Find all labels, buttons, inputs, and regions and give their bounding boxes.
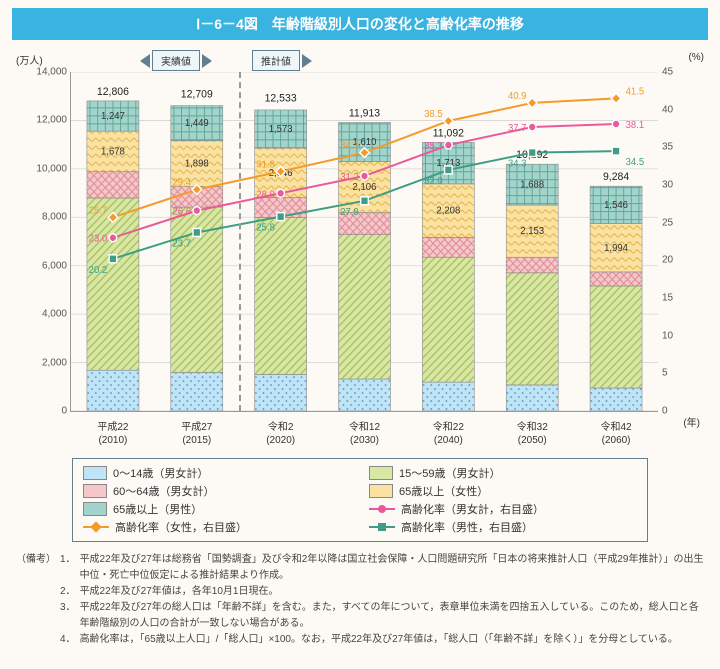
divider-line — [239, 72, 241, 411]
right-tick: 15 — [662, 293, 673, 304]
svg-text:11,913: 11,913 — [349, 107, 380, 119]
svg-text:1,994: 1,994 — [604, 243, 628, 254]
legend-item: 65歳以上（男性） — [83, 501, 351, 517]
x-category: 令和2(2020) — [241, 421, 321, 447]
tag-actual: 実績値 — [140, 50, 212, 71]
right-tick: 35 — [662, 142, 673, 153]
note-row: 2．平成22年及び27年値は，各年10月1日現在。 — [16, 584, 704, 600]
svg-text:1,247: 1,247 — [101, 111, 125, 122]
legend-label: 0～14歳（男女計） — [113, 465, 208, 481]
legend-item: 15～59歳（男女計） — [369, 465, 637, 481]
svg-text:2,208: 2,208 — [436, 205, 460, 216]
x-category: 令和42(2060) — [576, 421, 656, 447]
right-tick: 45 — [662, 67, 673, 78]
chart-svg: 12,80612,70912,53311,91311,09210,1929,28… — [71, 72, 658, 411]
svg-text:40.9: 40.9 — [508, 91, 527, 102]
svg-text:34.3: 34.3 — [508, 158, 527, 169]
legend-item: 0～14歳（男女計） — [83, 465, 351, 481]
svg-text:2,153: 2,153 — [520, 226, 544, 237]
svg-text:31.8: 31.8 — [256, 159, 275, 170]
svg-text:41.5: 41.5 — [626, 86, 645, 97]
svg-text:23.0: 23.0 — [89, 234, 108, 245]
left-tick: 2,000 — [42, 357, 67, 368]
x-category: 令和22(2040) — [408, 421, 488, 447]
left-tick: 14,000 — [36, 67, 67, 78]
left-tick: 6,000 — [42, 260, 67, 271]
svg-text:25.7: 25.7 — [89, 205, 108, 216]
legend-item: 高齢化率（女性，右目盛） — [83, 519, 351, 535]
right-tick: 0 — [662, 406, 668, 417]
svg-text:1,573: 1,573 — [269, 124, 293, 135]
legend-label: 60～64歳（男女計） — [113, 483, 214, 499]
svg-text:9,284: 9,284 — [603, 171, 629, 183]
svg-text:29.4: 29.4 — [173, 177, 192, 188]
legend: 0～14歳（男女計） 15～59歳（男女計） 60～64歳（男女計） 65歳以上（女性… — [72, 458, 648, 542]
legend-item: 65歳以上（女性） — [369, 483, 637, 499]
svg-text:12,533: 12,533 — [265, 92, 297, 104]
right-tick: 10 — [662, 330, 673, 341]
x-category: 令和32(2050) — [492, 421, 572, 447]
svg-text:31.2: 31.2 — [340, 172, 359, 183]
svg-text:23.7: 23.7 — [173, 238, 192, 249]
note-row: 3．平成22年及び27年の総人口は「年齢不詳」を含む。また，すべての年について，… — [16, 600, 704, 632]
svg-text:12,709: 12,709 — [181, 88, 213, 100]
legend-item: 高齢化率（男女計，右目盛） — [369, 501, 637, 517]
legend-label: 高齢化率（男女計，右目盛） — [401, 501, 544, 517]
chart-title: Ⅰ－6－4図 年齢階級別人口の変化と高齢化率の推移 — [12, 8, 708, 40]
svg-text:1,546: 1,546 — [604, 200, 628, 211]
notes: （備考）1．平成22年及び27年は総務省「国勢調査」及び令和2年以降は国立社会保… — [12, 552, 708, 656]
svg-text:28.9: 28.9 — [256, 189, 275, 200]
legend-label: 15～59歳（男女計） — [399, 465, 500, 481]
right-tick: 25 — [662, 217, 673, 228]
x-category: 平成27(2015) — [157, 421, 237, 447]
legend-label: 65歳以上（男性） — [113, 501, 202, 517]
x-category: 令和12(2030) — [325, 421, 405, 447]
right-tick: 30 — [662, 180, 673, 191]
plot: 12,80612,70912,53311,91311,09210,1929,28… — [70, 72, 658, 412]
left-tick: 8,000 — [42, 212, 67, 223]
x-category: 平成22(2010) — [73, 421, 153, 447]
svg-text:38.5: 38.5 — [424, 109, 443, 120]
left-axis-unit: (万人) — [16, 52, 43, 67]
svg-text:35.3: 35.3 — [424, 141, 443, 152]
svg-text:34.5: 34.5 — [626, 157, 645, 168]
right-tick: 5 — [662, 368, 668, 379]
left-tick: 10,000 — [36, 163, 67, 174]
legend-label: 高齢化率（女性，右目盛） — [115, 519, 247, 535]
svg-text:34.3: 34.3 — [340, 140, 359, 151]
svg-text:1,898: 1,898 — [185, 159, 209, 170]
legend-label: 高齢化率（男性，右目盛） — [401, 519, 533, 535]
left-tick: 0 — [61, 406, 67, 417]
svg-text:1,688: 1,688 — [520, 179, 544, 190]
svg-text:20.2: 20.2 — [89, 265, 108, 276]
left-tick: 4,000 — [42, 309, 67, 320]
svg-text:1,678: 1,678 — [101, 146, 125, 157]
left-tick: 12,000 — [36, 115, 67, 126]
right-tick: 40 — [662, 104, 673, 115]
svg-text:11,092: 11,092 — [433, 127, 464, 139]
svg-text:38.1: 38.1 — [626, 120, 645, 131]
note-row: （備考）1．平成22年及び27年は総務省「国勢調査」及び令和2年以降は国立社会保… — [16, 552, 704, 584]
tag-forecast: 推計値 — [252, 50, 312, 71]
svg-text:1,449: 1,449 — [185, 118, 209, 129]
figure: Ⅰ－6－4図 年齢階級別人口の変化と高齢化率の推移 (万人) (%) 実績値 推… — [0, 0, 720, 660]
svg-text:26.6: 26.6 — [173, 206, 192, 217]
note-row: 4．高齢化率は，「65歳以上人口」/「総人口」×100。なお，平成22年及び27… — [16, 632, 704, 648]
legend-item: 60～64歳（男女計） — [83, 483, 351, 499]
svg-text:12,806: 12,806 — [97, 86, 129, 98]
chart-area: (万人) (%) 実績値 推計値 12,80612,70912,53311,91… — [20, 50, 700, 450]
right-axis-unit: (%) — [688, 52, 704, 63]
svg-text:27.9: 27.9 — [340, 207, 359, 218]
svg-text:2,106: 2,106 — [353, 182, 377, 193]
right-tick: 20 — [662, 255, 673, 266]
svg-text:25.8: 25.8 — [256, 222, 275, 233]
svg-text:32.0: 32.0 — [424, 176, 443, 187]
svg-text:37.7: 37.7 — [508, 123, 527, 134]
x-axis-unit: (年) — [683, 414, 700, 429]
legend-item: 高齢化率（男性，右目盛） — [369, 519, 637, 535]
legend-label: 65歳以上（女性） — [399, 483, 488, 499]
